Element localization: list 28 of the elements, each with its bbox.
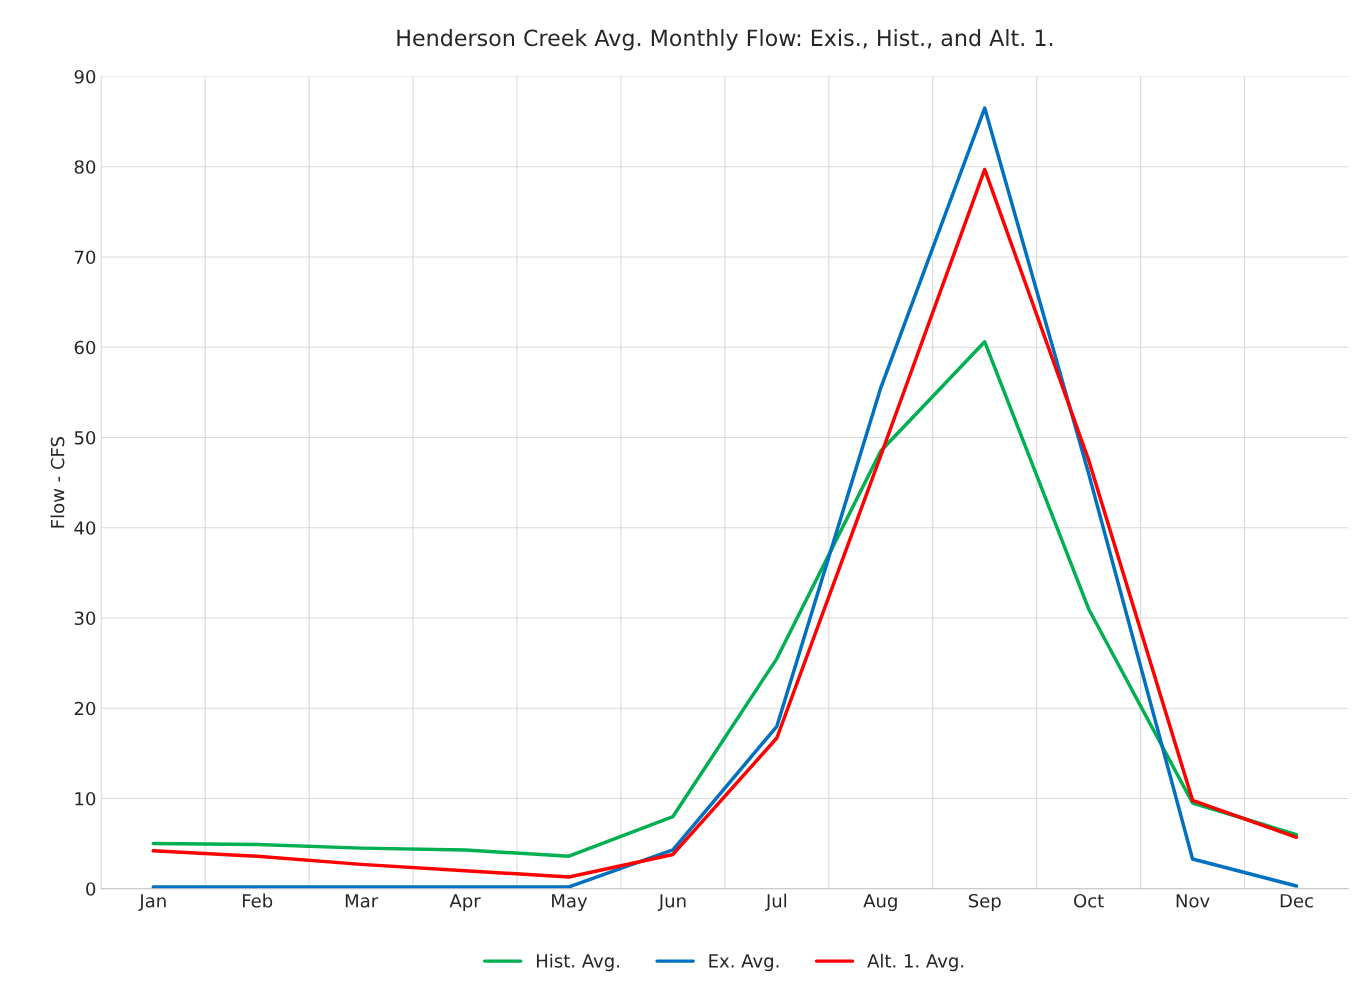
- line-series: [151, 340, 1299, 858]
- x-tick-label: Jun: [657, 894, 686, 911]
- legend-label: Ex. Avg.: [709, 954, 779, 972]
- y-tick-label: 90: [74, 69, 96, 84]
- x-tick-label: Apr: [449, 894, 481, 912]
- y-tick-label: 20: [74, 701, 96, 716]
- y-axis-title: Flow - CFS: [50, 436, 65, 528]
- y-tick-label: 0: [86, 882, 96, 896]
- legend-label: Hist. Avg.: [536, 953, 620, 972]
- legend-label: Alt. 1. Avg.: [867, 953, 964, 972]
- x-tick-label: Sep: [968, 893, 1001, 912]
- y-tick-label: 30: [74, 611, 96, 626]
- y-tick-label: 40: [74, 521, 96, 535]
- x-tick-label: Nov: [1176, 894, 1210, 908]
- x-tick-label: Dec: [1280, 894, 1313, 908]
- chart-title: Henderson Creek Avg. Monthly Flow: Exis., Hist., and Alt. 1.: [397, 29, 1053, 51]
- x-tick-label: Aug: [863, 894, 897, 912]
- x-tick-label: Jan: [138, 894, 166, 911]
- x-tick-label: Feb: [242, 893, 273, 908]
- x-tick-label: May: [552, 894, 588, 912]
- x-tick-label: Jul: [765, 893, 787, 911]
- y-tick-label: 50: [74, 430, 96, 445]
- y-tick-label: 80: [74, 160, 96, 174]
- y-tick-label: 10: [75, 791, 96, 806]
- x-tick-label: Oct: [1074, 893, 1104, 908]
- y-tick-label: 60: [74, 340, 96, 355]
- x-tick-label: Mar: [345, 894, 379, 908]
- y-tick-label: 70: [74, 250, 96, 265]
